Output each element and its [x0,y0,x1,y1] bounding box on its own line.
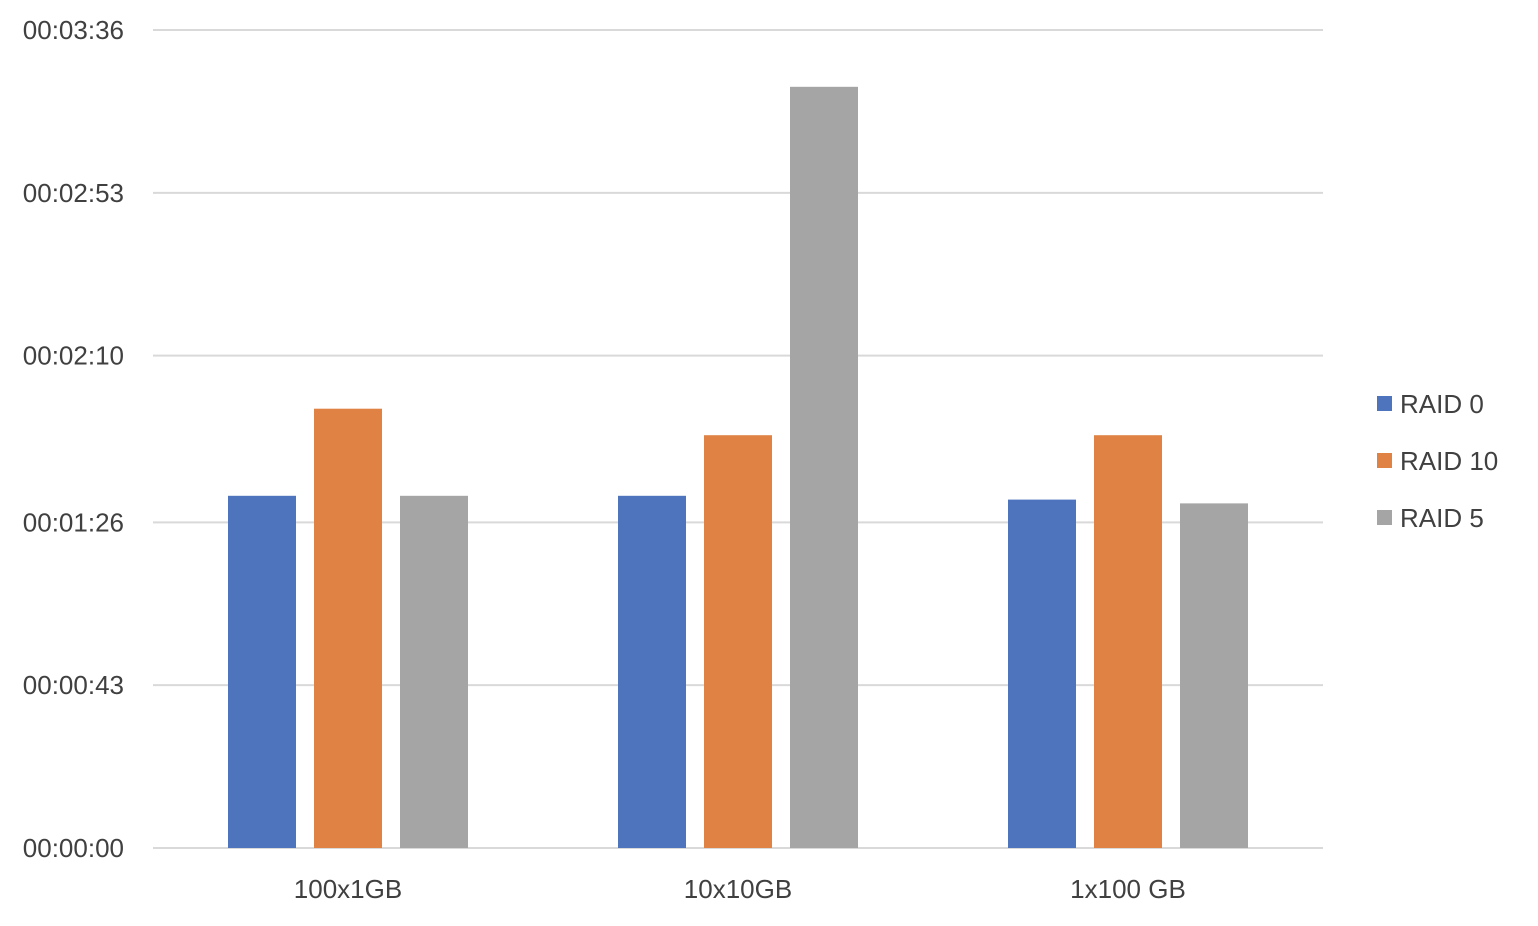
legend-label: RAID 10 [1400,446,1498,476]
y-tick-label: 00:01:26 [23,507,124,537]
legend-label: RAID 5 [1400,503,1484,533]
x-tick-label: 10x10GB [684,874,792,904]
bar-raid-5-2 [790,86,858,849]
y-tick-label: 00:02:53 [23,178,124,208]
y-tick-label: 00:02:10 [23,341,124,371]
legend: RAID 0 RAID 10 RAID 5 [1377,389,1498,533]
bar-raid-10-3 [1094,435,1162,848]
bar-raid-5-3 [1180,503,1248,848]
legend-label: RAID 0 [1400,389,1484,419]
legend-swatch [1377,510,1392,525]
bars [228,86,1248,849]
bar-raid-0-3 [1008,499,1076,848]
y-axis-tick-labels: 00:00:00 00:00:43 00:01:26 00:02:10 00:02:53… [23,15,124,863]
y-tick-label: 00:00:43 [23,670,124,700]
x-tick-label: 1x100 GB [1070,874,1186,904]
y-tick-label: 00:03:36 [23,15,124,45]
bar-raid-10-2 [704,435,772,848]
y-tick-label: 00:00:00 [23,833,124,863]
legend-swatch [1377,396,1392,411]
bar-raid-0-1 [228,495,296,848]
bar-raid-5-1 [400,495,468,848]
x-axis-tick-labels: 100x1GB 10x10GB 1x100 GB [294,874,1186,904]
legend-swatch [1377,453,1392,468]
x-tick-label: 100x1GB [294,874,402,904]
bar-raid-0-2 [618,495,686,848]
bar-raid-10-1 [314,408,382,848]
